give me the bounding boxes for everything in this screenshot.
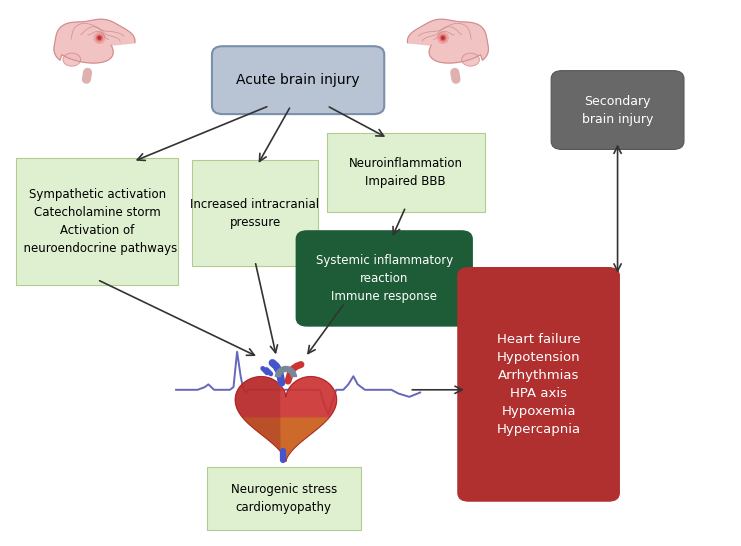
Text: Neuroinflammation
Impaired BBB: Neuroinflammation Impaired BBB [349, 157, 463, 188]
Polygon shape [54, 19, 135, 63]
Ellipse shape [439, 34, 447, 41]
FancyBboxPatch shape [192, 161, 318, 266]
Text: Increased intracranial
pressure: Increased intracranial pressure [190, 198, 319, 229]
Text: Secondary
brain injury: Secondary brain injury [582, 94, 654, 126]
FancyBboxPatch shape [16, 158, 178, 285]
Text: Systemic inflammatory
reaction
Immune response: Systemic inflammatory reaction Immune re… [316, 254, 453, 303]
Ellipse shape [441, 36, 445, 40]
Ellipse shape [462, 53, 479, 66]
Ellipse shape [63, 53, 81, 66]
FancyBboxPatch shape [458, 268, 619, 501]
Polygon shape [235, 377, 336, 461]
Text: Acute brain injury: Acute brain injury [236, 73, 360, 87]
Ellipse shape [437, 32, 449, 44]
Polygon shape [408, 19, 488, 63]
Polygon shape [242, 417, 329, 461]
Ellipse shape [98, 36, 102, 40]
FancyBboxPatch shape [327, 133, 485, 212]
Text: Sympathetic activation
Catecholamine storm
Activation of
  neuroendocrine pathwa: Sympathetic activation Catecholamine sto… [16, 188, 178, 255]
FancyBboxPatch shape [296, 231, 472, 326]
Polygon shape [235, 377, 281, 452]
FancyBboxPatch shape [207, 467, 361, 530]
Ellipse shape [96, 34, 103, 41]
FancyBboxPatch shape [212, 46, 385, 114]
Text: Neurogenic stress
cardiomyopathy: Neurogenic stress cardiomyopathy [230, 483, 337, 514]
Text: Heart failure
Hypotension
Arrhythmias
HPA axis
Hypoxemia
Hypercapnia: Heart failure Hypotension Arrhythmias HP… [496, 333, 581, 436]
Ellipse shape [93, 32, 105, 44]
FancyBboxPatch shape [551, 70, 684, 150]
